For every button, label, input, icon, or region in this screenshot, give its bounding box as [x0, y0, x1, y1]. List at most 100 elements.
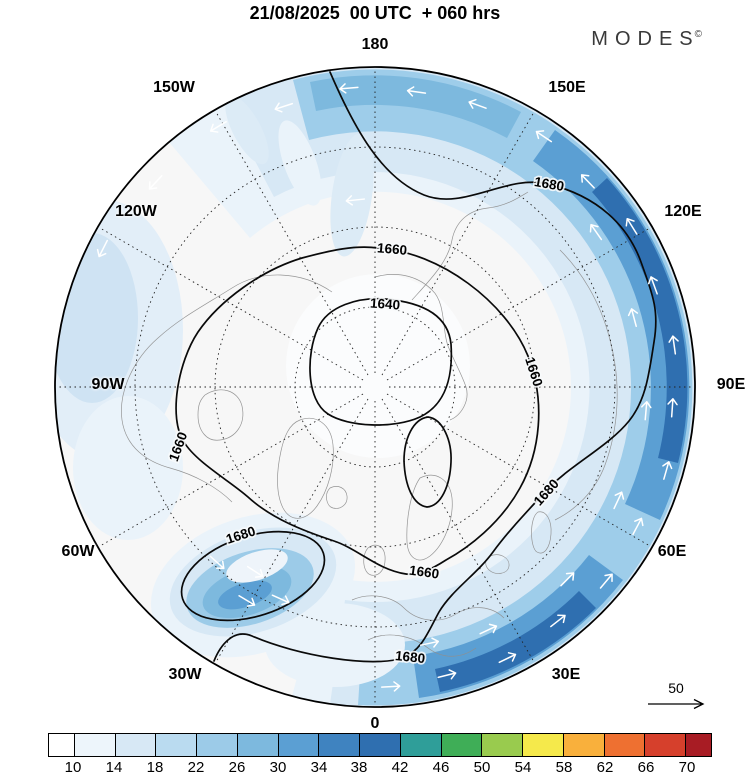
colorbar-tick: 10	[64, 759, 82, 776]
wind-arrow-icon	[345, 195, 366, 206]
contour-inner-closed	[403, 416, 452, 508]
colorbar-cell	[482, 734, 524, 756]
colorbar-tick: 50	[473, 759, 491, 776]
colorbar	[48, 733, 712, 757]
modes-wordmark: MODES	[591, 28, 700, 50]
map-boundary	[54, 66, 696, 708]
colorbar-cell	[441, 734, 483, 756]
wind-arrow-icon	[406, 86, 427, 97]
lon-label-0: 0	[370, 715, 380, 732]
wind-arrow-icon	[238, 595, 256, 607]
lon-label-60w: 60W	[61, 543, 95, 560]
colorbar-cell	[319, 734, 361, 756]
contours	[175, 71, 657, 663]
page-title: 21/08/2025 00 UTC + 060 hrs	[249, 3, 501, 23]
colorbar-tick: 58	[555, 759, 573, 776]
colorbar-tick: 30	[269, 759, 287, 776]
lon-label-180: 180	[361, 36, 389, 53]
colorbar-tick: 62	[596, 759, 614, 776]
lon-label-30e: 30E	[551, 666, 581, 683]
wind-arrow-icon	[479, 623, 498, 635]
colorbar-cell	[75, 734, 116, 756]
wind-arrow-icon	[632, 517, 644, 536]
lon-label-90w: 90W	[91, 376, 125, 393]
wind-arrow-icon	[641, 400, 652, 421]
colorbar-tick: 14	[105, 759, 123, 776]
wind-arrow-icon	[599, 573, 613, 589]
lon-label-90e: 90E	[716, 376, 746, 393]
wind-arrow-icon	[613, 491, 625, 510]
colorbar-cell	[115, 734, 157, 756]
wind-arrow-icon	[339, 83, 359, 94]
colorbar-cell	[686, 734, 712, 756]
contour-1680	[213, 71, 657, 663]
copyright-mark: ©	[694, 29, 702, 41]
wind-arrow-icon	[668, 335, 679, 355]
colorbar-cell	[360, 734, 401, 756]
wind-arrow-icon	[647, 276, 658, 295]
colorbar-cell	[197, 734, 238, 756]
colorbar-cell	[604, 734, 646, 756]
shading	[55, 67, 695, 707]
wind-arrow-icon	[625, 218, 638, 235]
wind-arrow-icon	[589, 223, 603, 241]
colorbar-tick: 34	[310, 759, 328, 776]
graticule	[57, 69, 693, 705]
wind-arrow-icon	[209, 121, 227, 133]
contour-1640	[309, 297, 453, 426]
wind-arrow-icon	[437, 669, 457, 680]
wind-arrow-icon	[667, 398, 678, 418]
lon-label-120w: 120W	[115, 203, 157, 220]
wind-arrow-icon	[498, 652, 517, 664]
lon-label-150e: 150E	[548, 79, 586, 96]
colorbar-tick: 38	[350, 759, 368, 776]
wind-arrow-icon	[662, 461, 673, 480]
colorbar-cell	[278, 734, 320, 756]
contour-label: 1640	[370, 296, 401, 313]
colorbar-tick: 22	[187, 759, 205, 776]
colorbar-cell	[523, 734, 564, 756]
wind-arrow-icon	[148, 175, 163, 190]
reference-arrow-icon	[648, 698, 705, 710]
contour-label: 1660	[408, 563, 440, 582]
colorbar-cell	[400, 734, 442, 756]
colorbar-tick: 70	[678, 759, 696, 776]
colorbar-cell	[645, 734, 687, 756]
contour-1660	[175, 246, 540, 576]
colorbar-tick: 42	[391, 759, 409, 776]
modes-logo: MODES©	[591, 28, 702, 51]
lon-label-150w: 150W	[153, 79, 195, 96]
wind-arrow-icon	[419, 637, 440, 648]
wind-arrow-icon	[209, 555, 225, 570]
wind-arrow-icon	[271, 594, 290, 606]
colorbar-cell	[49, 734, 75, 756]
wind-arrow-icon	[535, 130, 553, 143]
wind-arrow-icon	[380, 681, 401, 692]
colorbar-cell	[156, 734, 198, 756]
wind-arrow-icon	[274, 102, 294, 113]
wind-arrows	[96, 83, 679, 692]
wind-arrow-icon	[627, 308, 639, 328]
wind-arrow-icon	[580, 174, 595, 189]
colorbar-cell	[563, 734, 605, 756]
wind-arrow-icon	[246, 565, 264, 578]
contour-1680-closed-low	[180, 530, 326, 622]
colorbar-cell	[237, 734, 279, 756]
contour-label: 1680	[533, 174, 565, 194]
wind-arrow-icon	[560, 572, 575, 587]
colorbar-tick: 46	[432, 759, 450, 776]
reference-vector: 50	[648, 680, 705, 710]
lon-label-60e: 60E	[657, 543, 687, 560]
wind-arrow-icon	[550, 614, 566, 628]
colorbar-tick: 26	[228, 759, 246, 776]
wind-arrow-icon	[96, 239, 109, 258]
colorbar-tick: 18	[146, 759, 164, 776]
colorbar-tick: 66	[637, 759, 655, 776]
contour-label: 1660	[376, 240, 407, 258]
reference-vector-label: 50	[668, 680, 684, 696]
colorbar-tick: 54	[514, 759, 532, 776]
lon-label-120e: 120E	[664, 203, 702, 220]
lon-label-30w: 30W	[168, 666, 202, 683]
